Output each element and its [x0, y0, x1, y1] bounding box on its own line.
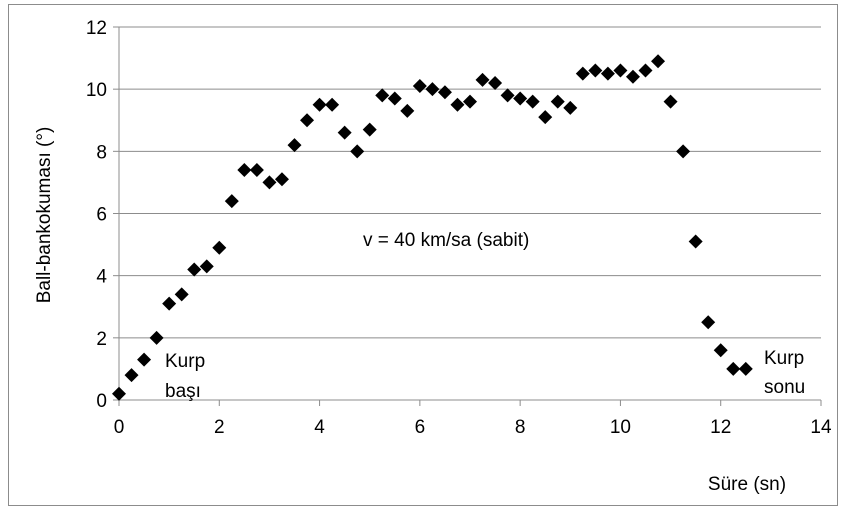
data-point: [563, 100, 578, 115]
data-point: [513, 91, 528, 106]
data-point: [262, 175, 277, 190]
data-points: [112, 54, 753, 401]
data-point: [412, 79, 427, 94]
y-axis-title: Ball-bankokuması (°): [34, 127, 55, 304]
x-tick-label: 2: [214, 417, 225, 438]
data-point: [300, 113, 315, 128]
data-point: [400, 103, 415, 118]
data-point: [525, 94, 540, 109]
data-point: [287, 138, 302, 153]
data-point: [538, 110, 553, 125]
data-point: [237, 162, 252, 177]
y-tick-label: 0: [96, 391, 107, 412]
curve-end-annotation-line1: Kurp: [764, 348, 804, 369]
data-point: [625, 69, 640, 84]
data-point: [488, 75, 503, 90]
grid-lines: [119, 26, 821, 339]
x-tick-label: 10: [610, 417, 631, 438]
speed-annotation: v = 40 km/sa (sabit): [363, 230, 529, 251]
data-point: [362, 122, 377, 137]
data-point: [701, 315, 716, 330]
data-point: [688, 234, 703, 249]
axes: [113, 26, 822, 406]
data-point: [425, 82, 440, 97]
y-tick-label: 2: [96, 329, 107, 350]
data-point: [375, 88, 390, 103]
data-point: [600, 66, 615, 81]
data-point: [224, 194, 239, 209]
data-point: [124, 368, 139, 383]
curve-start-annotation-line2: başı: [165, 381, 201, 402]
curve-end-annotation-line2: sonu: [764, 377, 805, 398]
data-point: [387, 91, 402, 106]
data-point: [613, 63, 628, 78]
x-tick-label: 4: [314, 417, 325, 438]
curve-start-annotation-line1: Kurp: [165, 351, 205, 372]
y-tick-label: 10: [86, 80, 107, 101]
data-point: [212, 240, 227, 255]
data-point: [274, 172, 289, 187]
data-point: [588, 63, 603, 78]
data-point: [575, 66, 590, 81]
y-tick-label: 8: [96, 142, 107, 163]
data-point: [312, 97, 327, 112]
x-tick-label: 6: [415, 417, 426, 438]
data-point: [249, 162, 264, 177]
data-point: [199, 259, 214, 274]
data-point: [137, 352, 152, 367]
data-point: [437, 85, 452, 100]
x-tick-label: 0: [114, 417, 125, 438]
data-point: [337, 125, 352, 140]
data-point: [187, 262, 202, 277]
tick-labels: 0 2 4 6 8 10 12 0 2 4 6 8 10 12 14: [86, 18, 832, 438]
data-point: [450, 97, 465, 112]
x-tick-label: 12: [710, 417, 731, 438]
data-point: [550, 94, 565, 109]
data-point: [162, 296, 177, 311]
data-point: [350, 144, 365, 159]
data-point: [713, 343, 728, 358]
data-point: [738, 361, 753, 376]
data-point: [651, 54, 666, 69]
x-tick-label: 8: [515, 417, 526, 438]
data-point: [500, 88, 515, 103]
data-point: [149, 330, 164, 345]
data-point: [726, 361, 741, 376]
y-tick-label: 4: [96, 267, 107, 288]
data-point: [325, 97, 340, 112]
data-point: [475, 72, 490, 87]
data-point: [663, 94, 678, 109]
data-point: [463, 94, 477, 109]
x-axis-title: Süre (sn): [708, 474, 786, 495]
data-point: [174, 287, 189, 302]
data-point: [676, 144, 691, 159]
y-tick-label: 6: [96, 205, 107, 226]
data-point: [638, 63, 653, 78]
data-point: [112, 386, 126, 401]
x-tick-label: 14: [810, 417, 832, 438]
y-tick-label: 12: [86, 18, 107, 39]
